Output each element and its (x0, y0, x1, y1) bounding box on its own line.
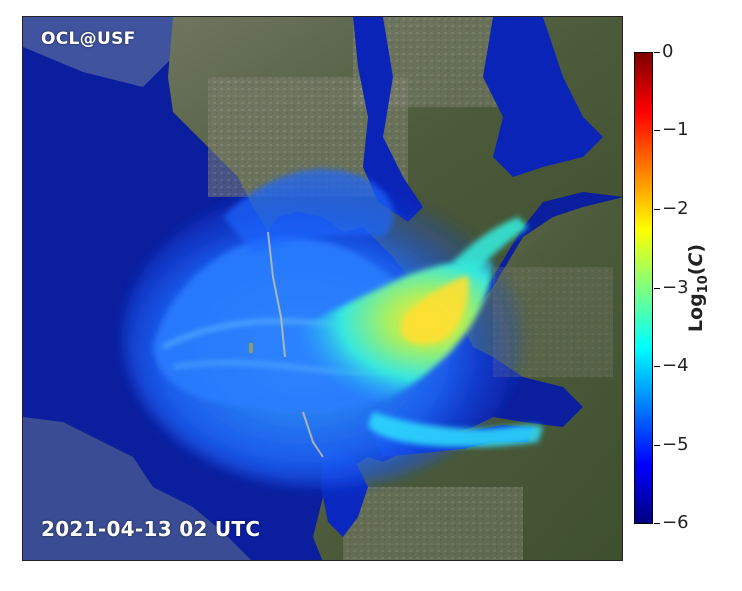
land-sw (23, 417, 251, 560)
colorbar-tick-label: −2 (662, 198, 689, 219)
egmont-key (249, 343, 253, 353)
concentration-map (23, 17, 622, 560)
plume-channel-upper (453, 217, 528, 277)
plume-north-streak (223, 169, 394, 252)
coastline-nw (23, 17, 173, 87)
colorbar-tick (654, 445, 660, 446)
colorbar-tick-label: −3 (662, 277, 689, 298)
timestamp-label: 2021-04-13 02 UTC (41, 517, 261, 541)
brand-label: OCL@USF (41, 29, 136, 49)
colorbar-tick (654, 288, 660, 289)
colorbar-tick (654, 523, 660, 524)
colorbar-tick-label: −1 (662, 119, 689, 140)
colorbar-tick-label: 0 (662, 41, 674, 62)
plume-south-channel (368, 412, 543, 448)
colorbar-tick-label: −5 (662, 434, 689, 455)
colorbar-tick (654, 366, 660, 367)
colorbar-tick (654, 52, 660, 53)
plume-yellow (401, 275, 469, 345)
barrier-islands (267, 231, 324, 458)
colorbar-title: Log10(C) (685, 243, 711, 333)
hillsborough-bay (483, 17, 603, 177)
colorbar-tick-label: −6 (662, 512, 689, 533)
colorbar (634, 52, 653, 524)
colorbar-tick-label: −4 (662, 355, 689, 376)
colorbar-tick (654, 130, 660, 131)
map-view[interactable]: OCL@USF 2021-04-13 02 UTC (22, 16, 623, 561)
old-tampa-bay (353, 17, 423, 222)
colorbar-tick (654, 209, 660, 210)
urban-bradenton (343, 487, 523, 560)
